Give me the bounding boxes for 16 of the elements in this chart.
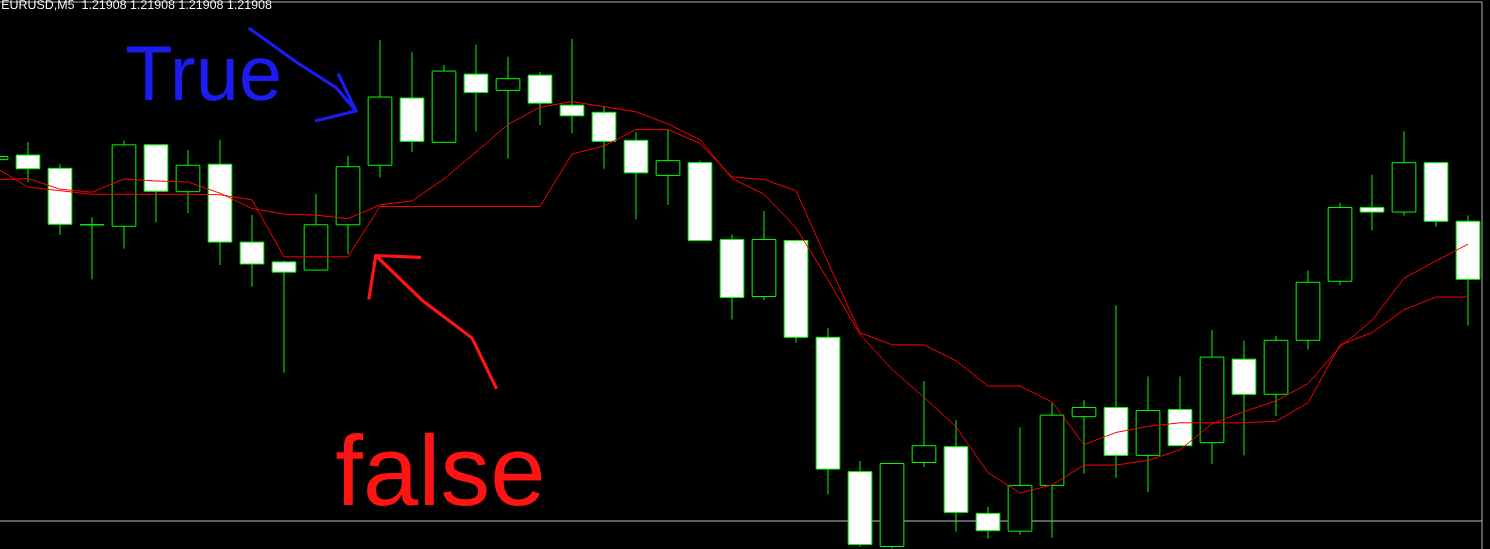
annotation: True: [126, 46, 279, 101]
candlestick: [495, 56, 521, 160]
candlestick: [655, 129, 681, 206]
candlestick: [559, 38, 585, 134]
candlestick: [975, 506, 1001, 540]
chart-subtitle: 1.21908 1.21908 1.21908 1.21908: [82, 0, 272, 10]
candlestick: [1071, 399, 1097, 475]
candlestick: [1359, 174, 1385, 231]
candlestick: [463, 44, 489, 133]
candlestick: [79, 216, 105, 280]
annotation: false: [336, 432, 542, 506]
candlestick: [911, 380, 937, 468]
candlestick: [239, 214, 265, 288]
candlestick: [15, 141, 41, 183]
chart-title: EURUSD,M5: [2, 0, 75, 11]
candlestick: [271, 260, 297, 374]
